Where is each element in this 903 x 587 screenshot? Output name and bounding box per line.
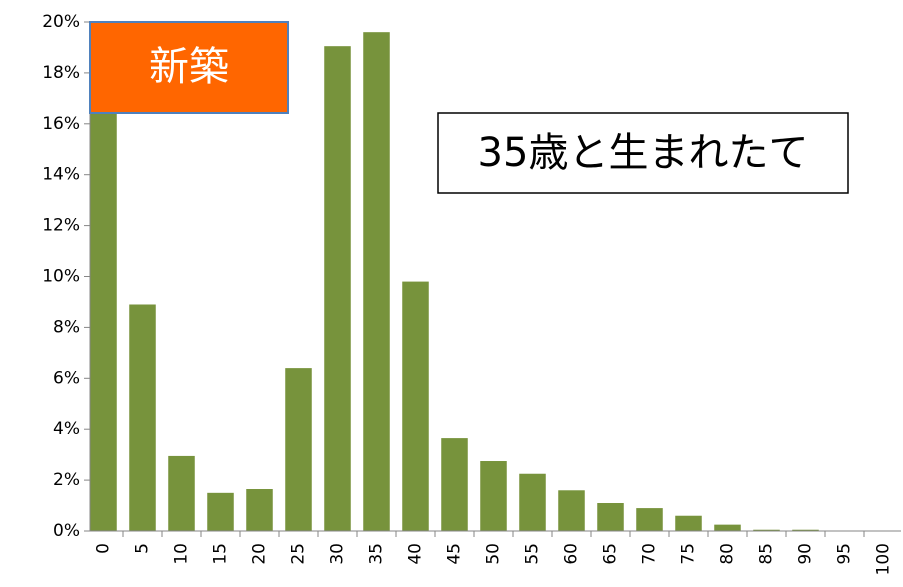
bar xyxy=(597,503,624,531)
bar xyxy=(207,492,234,531)
bar xyxy=(753,529,780,531)
x-tick-label: 20 xyxy=(250,543,270,565)
x-tick-label: 40 xyxy=(406,543,426,565)
x-tick-label: 0 xyxy=(94,543,114,554)
annotation: 35歳と生まれたて xyxy=(478,130,809,176)
annotation-box xyxy=(437,112,849,194)
x-tick-label: 80 xyxy=(718,543,738,565)
bar xyxy=(246,489,273,531)
bar xyxy=(558,490,585,531)
x-tick-label: 15 xyxy=(211,543,231,565)
bar xyxy=(714,524,741,531)
x-tick-label: 25 xyxy=(289,543,309,565)
x-tick-label: 45 xyxy=(445,543,465,565)
x-tick-label: 30 xyxy=(328,543,348,565)
x-tick-label: 70 xyxy=(640,543,660,565)
bar xyxy=(441,438,468,531)
x-tick-label: 5 xyxy=(133,543,153,554)
x-tick-label: 55 xyxy=(523,543,543,565)
x-tick-label: 65 xyxy=(601,543,621,565)
bar xyxy=(168,455,195,531)
bar xyxy=(402,281,429,531)
bar xyxy=(129,304,156,531)
plot-area: 0% 2% 4% 6% 8% 10% 12% 14% 16% 18% 20% 0 5 10 15 20 25 30… xyxy=(42,12,901,575)
bar xyxy=(792,529,819,531)
x-tick-label: 90 xyxy=(796,543,816,565)
x-tick-label: 50 xyxy=(484,543,504,565)
bar xyxy=(363,32,390,532)
x-tick-label: 75 xyxy=(679,543,699,565)
bar xyxy=(285,368,312,531)
bar xyxy=(480,461,507,531)
x-tick-label: 10 xyxy=(172,543,192,565)
y-tick-label: 2% xyxy=(53,470,80,490)
y-tick-label: 4% xyxy=(53,419,80,439)
y-tick-label: 16% xyxy=(42,114,80,134)
x-tick-label: 85 xyxy=(757,543,777,565)
y-tick-label: 6% xyxy=(53,368,80,388)
x-tick-label: 60 xyxy=(562,543,582,565)
bar xyxy=(519,473,546,531)
y-tick-label: 8% xyxy=(53,317,80,337)
x-tick-label: 100 xyxy=(874,543,894,575)
y-tick-label: 18% xyxy=(42,63,80,83)
bar xyxy=(675,515,702,531)
y-tick-label: 20% xyxy=(42,12,80,32)
x-tick-label: 95 xyxy=(835,543,855,565)
bar xyxy=(90,72,117,532)
y-tick-label: 14% xyxy=(42,165,80,185)
x-tick-label: 35 xyxy=(367,543,387,565)
bar xyxy=(324,46,351,532)
y-tick-label: 12% xyxy=(42,216,80,236)
y-tick-label: 0% xyxy=(53,521,80,541)
bar xyxy=(636,508,663,531)
y-tick-label: 10% xyxy=(42,267,80,287)
annotation: 新築 xyxy=(149,44,229,90)
annotation-box xyxy=(89,21,289,114)
